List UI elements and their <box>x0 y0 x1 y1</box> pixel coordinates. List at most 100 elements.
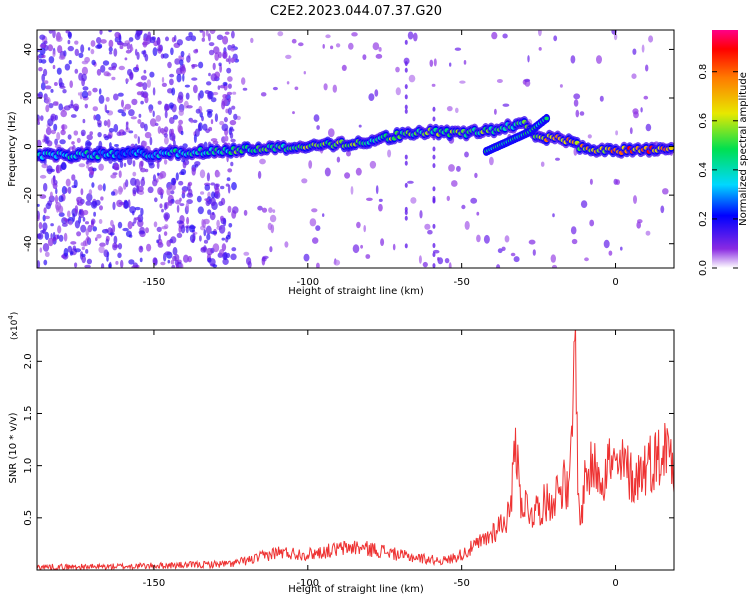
spectrogram-noise-blob <box>81 60 89 65</box>
spectrogram-noise-blob <box>50 233 53 239</box>
spectrogram-noise-blob <box>90 200 98 209</box>
spectrogram-noise-blob <box>189 224 195 233</box>
spectrogram-noise-blob <box>185 202 190 211</box>
spectrogram-noise-blob <box>584 257 589 262</box>
spectrogram-noise-blob <box>212 91 219 96</box>
spectrogram-noise-blob <box>451 180 458 187</box>
spectrogram-noise-blob <box>200 191 205 195</box>
spectrogram-noise-blob <box>186 105 193 109</box>
spectrogram-noise-blob <box>222 81 228 86</box>
spectrogram-noise-blob <box>121 42 128 47</box>
spectrogram-noise-blob <box>117 221 123 229</box>
spectrogram-streak-blob <box>404 182 408 188</box>
spectrogram-noise-blob <box>149 36 156 44</box>
snr-x-label: Height of straight line (km) <box>288 584 424 595</box>
spectrogram-noise-blob <box>294 86 299 91</box>
spectrogram-noise-blob <box>52 237 57 242</box>
spectrogram-noise-blob <box>180 50 185 58</box>
spectrogram-noise-blob <box>132 171 137 177</box>
spectrogram-noise-blob <box>74 262 78 268</box>
spectrogram-noise-blob <box>45 96 51 105</box>
spectrogram-noise-blob <box>90 48 95 55</box>
spectrogram-noise-blob <box>77 92 81 96</box>
spectrogram-noise-blob <box>178 55 182 60</box>
spectrogram-noise-blob <box>44 215 50 220</box>
spectrogram-noise-blob <box>199 235 202 242</box>
spectrogram-noise-blob <box>186 192 194 198</box>
spectrogram-noise-blob <box>645 230 651 236</box>
spectrogram-noise-blob <box>502 103 510 107</box>
spectrogram-noise-blob <box>470 197 478 204</box>
spectrogram-noise-blob <box>113 48 118 57</box>
spectrogram-noise-blob <box>159 203 163 209</box>
spectrogram-noise-blob <box>224 31 230 35</box>
spectrogram-noise-blob <box>101 263 105 268</box>
spectrogram-noise-blob <box>92 167 97 172</box>
spectrogram-noise-blob <box>68 220 73 226</box>
spectrogram-noise-blob <box>58 212 65 217</box>
spectrogram-noise-blob <box>152 110 155 118</box>
spectrogram-noise-blob <box>62 223 68 227</box>
spectrogram-noise-blob <box>464 220 470 230</box>
spectrogram-noise-blob <box>57 225 62 234</box>
spectrogram-streak-blob <box>404 61 408 67</box>
spectrogram-noise-blob <box>210 197 216 207</box>
spectrogram-noise-blob <box>74 205 79 214</box>
spectrogram-noise-blob <box>138 160 144 170</box>
spectrogram-noise-blob <box>226 177 231 182</box>
spectrogram-noise-blob <box>322 213 325 218</box>
spectrogram-noise-blob <box>532 249 536 256</box>
spectrogram-noise-blob <box>41 73 45 83</box>
spectrogram-noise-blob <box>86 164 90 169</box>
spectrogram-noise-blob <box>232 57 236 62</box>
spectrogram-noise-blob <box>227 107 232 115</box>
snr-panel: -150 -100 -50 0 0.5 1.0 1.5 2.0 Height of stra… <box>7 312 675 595</box>
spectrogram-noise-blob <box>424 223 431 230</box>
spectrogram-noise-blob <box>70 241 77 245</box>
spectrogram-noise-blob <box>210 97 217 103</box>
spectrogram-noise-blob <box>70 114 77 118</box>
spectrogram-noise-blob <box>221 100 226 110</box>
spectrogram-streak-blob <box>432 223 436 229</box>
spectrogram-noise-blob <box>220 197 226 206</box>
spectrogram-noise-blob <box>213 46 220 54</box>
spectrogram-noise-blob <box>502 33 508 39</box>
spectrogram-noise-blob <box>72 103 80 111</box>
spectrogram-noise-blob <box>309 218 317 227</box>
spectrogram-noise-blob <box>136 51 140 60</box>
spectrogram-noise-blob <box>227 205 232 213</box>
colorbar-tick-label: 0.2 <box>698 211 709 227</box>
spectrogram-noise-blob <box>77 201 84 206</box>
spectrogram-noise-blob <box>82 209 89 216</box>
colorbar-ticks: 0.0 0.2 0.4 0.6 0.8 <box>698 64 738 276</box>
spectrogram-noise-blob <box>137 119 142 124</box>
spectrogram-noise-blob <box>87 47 91 51</box>
spectrogram-noise-blob <box>358 124 362 128</box>
spectrogram-noise-blob <box>131 265 139 268</box>
spectrogram-noise-blob <box>154 197 158 203</box>
spectrogram-noise-blob <box>56 67 62 75</box>
spectrogram-noise-blob <box>427 229 433 235</box>
y-tick-label: -20 <box>23 187 34 203</box>
snr-y-label: SNR (10 * v/v) <box>8 412 19 483</box>
spectrogram-noise-blob <box>208 72 211 77</box>
spectrogram-noise-blob <box>45 202 51 210</box>
spectrogram-noise-blob <box>130 116 137 120</box>
spectrogram-noise-blob <box>105 228 108 232</box>
y-tick-label: 40 <box>23 43 34 56</box>
spectrogram-noise-blob <box>464 151 469 158</box>
spectrogram-noise-blob <box>615 179 620 186</box>
spectrogram-noise-blob <box>191 239 195 243</box>
spectrogram-noise-blob <box>210 73 218 82</box>
spectrogram-noise-blob <box>212 140 219 145</box>
spectrogram-noise-blob <box>210 182 215 186</box>
spectrogram-noise-blob <box>149 136 153 146</box>
spectrogram-noise-blob <box>140 100 144 105</box>
spectrogram-noise-blob <box>117 92 124 97</box>
spectrogram-noise-blob <box>648 35 654 43</box>
spectrogram-noise-blob <box>96 37 102 44</box>
spectrogram-noise-blob <box>636 221 641 229</box>
spectrogram-noise-blob <box>120 259 124 268</box>
y-tick-label: 2.0 <box>23 353 34 369</box>
spectrogram-noise-blob <box>228 223 233 228</box>
